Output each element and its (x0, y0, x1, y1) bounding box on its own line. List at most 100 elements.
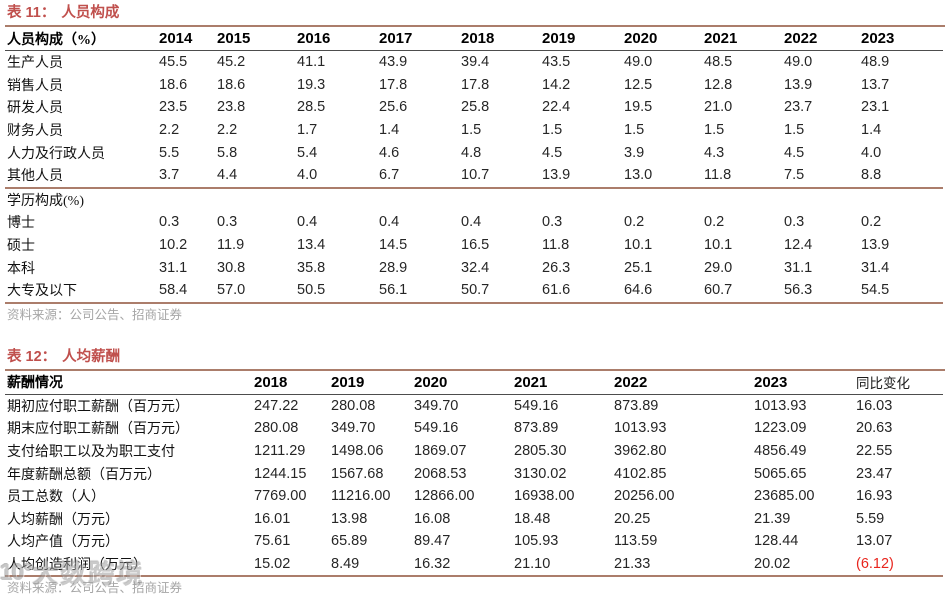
table-row: 人力及行政人员 5.5 5.8 5.4 4.6 4.8 4.5 3.9 4.3 4.5 4.0 (5, 141, 943, 164)
table-row: 支付给职工以及为职工支付 1211.29 1498.06 1869.07 2805.30… (5, 440, 943, 463)
cell-value: 4.4 (217, 167, 238, 184)
cell-value: 549.16 (414, 420, 459, 437)
table-row: 人均薪酬（万元） 16.01 13.98 16.08 18.48 20.25 21.39 5.… (5, 508, 943, 531)
cell-value: 0.2 (704, 214, 725, 231)
cell-value: 280.08 (254, 420, 299, 437)
row-label: 研发人员 (7, 101, 63, 117)
table-row: 人均产值（万元） 75.61 65.89 89.47 105.93 113.59 128.4… (5, 530, 943, 553)
cell-value: 60.7 (704, 282, 733, 299)
cell-value: 11.8 (704, 167, 732, 184)
cell-value: 58.4 (159, 282, 188, 299)
cell-value: 45.2 (217, 54, 246, 71)
cell-value: 21.33 (614, 555, 651, 572)
cell-value: 7.5 (784, 167, 805, 184)
cell-value: 50.5 (297, 282, 326, 299)
cell-value: 3.9 (624, 144, 645, 161)
cell-value: 23.5 (159, 99, 188, 116)
cell-value: 20256.00 (614, 488, 675, 505)
cell-value: 6.7 (379, 167, 400, 184)
cell-value: 0.2 (624, 214, 645, 231)
cell-value: 29.0 (704, 259, 733, 276)
cell-value: 23.47 (856, 465, 893, 482)
cell-value: 22.55 (856, 443, 893, 460)
cell-value: 873.89 (514, 420, 559, 437)
cell-value: 30.8 (217, 259, 246, 276)
cell-value: 23.7 (784, 99, 813, 116)
cell-value: 21.39 (754, 510, 791, 527)
cell-value: 54.5 (861, 282, 890, 299)
column-header: 2018 (459, 27, 540, 51)
column-header: 2014 (157, 27, 215, 51)
row-label: 本科 (7, 261, 35, 277)
table-row: 期初应付职工薪酬（百万元） 247.22 280.08 349.70 549.16 873… (5, 394, 943, 417)
cell-value: 7769.00 (254, 488, 307, 505)
row-label: 销售人员 (7, 78, 63, 94)
cell-value: 549.16 (514, 397, 559, 414)
cell-value: 1.4 (861, 122, 882, 139)
row-label: 期初应付职工薪酬（百万元） (7, 399, 189, 415)
cell-value: 65.89 (331, 533, 368, 550)
table-row: 财务人员 2.2 2.2 1.7 1.4 1.5 1.5 1.5 1.5 1.5 1.4 (5, 119, 943, 142)
column-header: 2015 (215, 27, 295, 51)
cell-value: 25.1 (624, 259, 653, 276)
cell-value: (6.12) (856, 555, 894, 572)
cell-value: 1.5 (624, 122, 645, 139)
table-12-header-row: 薪酬情况 2018 2019 2020 2021 2022 2023 同比变化 (5, 370, 943, 395)
column-header: 2022 (612, 370, 752, 395)
table-row: 年度薪酬总额（百万元） 1244.15 1567.68 2068.53 3130.02 4… (5, 462, 943, 485)
cell-value: 4.5 (784, 144, 805, 161)
cell-value: 12866.00 (414, 488, 475, 505)
cell-value: 0.3 (159, 214, 180, 231)
cell-value: 16.5 (461, 237, 490, 254)
column-header: 人员构成（%） (5, 27, 157, 51)
cell-value: 2.2 (159, 122, 180, 139)
table-row: 期末应付职工薪酬（百万元） 280.08 349.70 549.16 873.89 101… (5, 417, 943, 440)
cell-value: 41.1 (297, 54, 326, 71)
cell-value: 1.5 (704, 122, 725, 139)
cell-value: 43.9 (379, 54, 408, 71)
row-label: 硕士 (7, 239, 35, 255)
personnel-composition-table: 人员构成（%） 2014 2015 2016 2017 2018 2019 20… (5, 27, 943, 304)
cell-value: 25.6 (379, 99, 408, 116)
cell-value: 1.5 (784, 122, 805, 139)
column-header: 2023 (752, 370, 854, 395)
cell-value: 19.5 (624, 99, 653, 116)
cell-value: 89.47 (414, 533, 451, 550)
cell-value: 349.70 (331, 420, 376, 437)
cell-value: 12.4 (784, 237, 813, 254)
cell-value: 18.6 (217, 76, 246, 93)
cell-value: 21.0 (704, 99, 733, 116)
cell-value: 23685.00 (754, 488, 815, 505)
cell-value: 49.0 (624, 54, 653, 71)
cell-value: 1013.93 (754, 397, 807, 414)
cell-value: 5.4 (297, 144, 318, 161)
cell-value: 16.08 (414, 510, 451, 527)
cell-value: 32.4 (461, 259, 490, 276)
cell-value: 10.1 (624, 237, 653, 254)
cell-value: 1.5 (461, 122, 482, 139)
cell-value: 17.8 (379, 76, 408, 93)
cell-value: 113.59 (614, 533, 658, 550)
cell-value: 13.07 (856, 533, 893, 550)
cell-value: 3130.02 (514, 465, 567, 482)
table-row: 本科 31.1 30.8 35.8 28.9 32.4 26.3 25.1 29.0 31.1 31… (5, 256, 943, 279)
cell-value: 22.4 (542, 99, 571, 116)
cell-value: 0.4 (297, 214, 318, 231)
cell-value: 0.3 (784, 214, 805, 231)
column-header: 2020 (622, 27, 702, 51)
table-row: 人均创造利润（万元） 15.02 8.49 16.32 21.10 21.33 20.02 (… (5, 553, 943, 577)
cell-value: 1567.68 (331, 465, 384, 482)
cell-value: 0.4 (461, 214, 482, 231)
column-header: 2023 (859, 27, 943, 51)
cell-value: 18.48 (514, 510, 551, 527)
table-12-section: 表 12： 人均薪酬 薪酬情况 2018 2019 2020 2021 2022 … (5, 347, 945, 597)
cell-value: 4.6 (379, 144, 400, 161)
cell-value: 5065.65 (754, 465, 807, 482)
cell-value: 56.1 (379, 282, 408, 299)
cell-value: 31.1 (784, 259, 813, 276)
table-row: 研发人员 23.5 23.8 28.5 25.6 25.8 22.4 19.5 21.0 23.7… (5, 96, 943, 119)
table-row: 销售人员 18.6 18.6 19.3 17.8 17.8 14.2 12.5 12.8 13.9… (5, 74, 943, 97)
cell-value: 1013.93 (614, 420, 667, 437)
column-header: 2019 (329, 370, 412, 395)
cell-value: 13.0 (624, 167, 653, 184)
